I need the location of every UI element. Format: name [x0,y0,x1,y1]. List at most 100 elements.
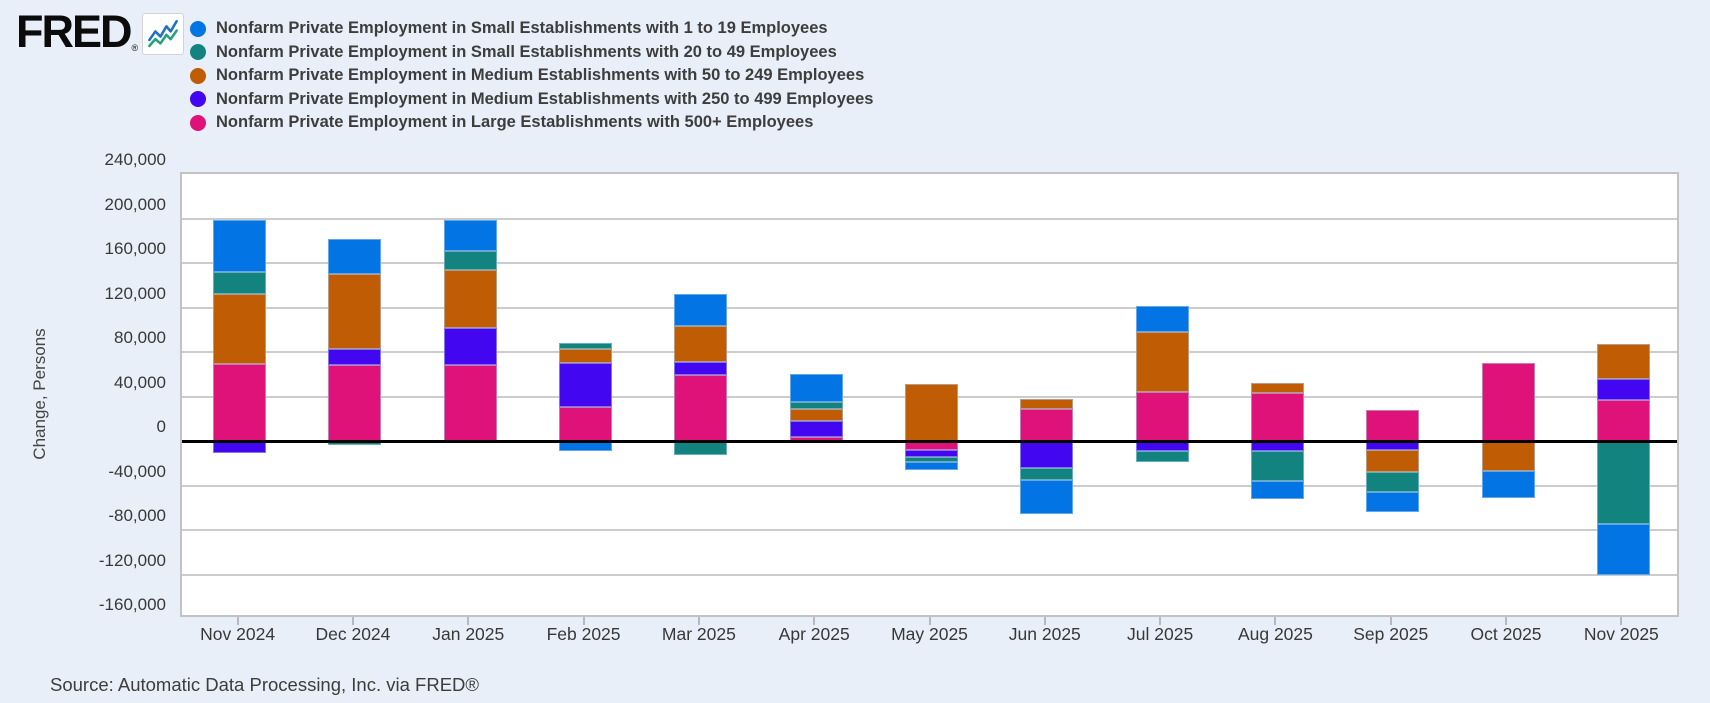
x-tick-mark [236,617,239,625]
bar-segment[interactable] [443,365,497,441]
x-tick-mark [351,617,354,625]
gridline [182,306,1677,309]
bar-segment[interactable] [1366,449,1420,473]
gridline [182,529,1677,531]
legend: Nonfarm Private Employment in Small Esta… [190,17,873,135]
bar-segment[interactable] [1250,393,1304,441]
y-tick-label: -120,000 [98,550,166,570]
legend-item[interactable]: Nonfarm Private Employment in Medium Est… [190,64,873,88]
bar-segment[interactable] [559,343,613,349]
bar-segment[interactable] [559,363,613,407]
bar-segment[interactable] [905,456,958,463]
gridline [182,484,1677,487]
x-tick-label: Mar 2025 [661,624,736,644]
y-tick-label: 0 [156,417,166,436]
x-tick-mark [697,617,700,625]
bar-segment[interactable] [328,274,382,349]
legend-item[interactable]: Nonfarm Private Employment in Large Esta… [190,111,873,135]
bar-segment[interactable] [1020,479,1074,515]
bar-segment[interactable] [213,294,267,365]
bar-segment[interactable] [1135,331,1189,393]
bar-segment[interactable] [674,326,728,362]
x-tick-label: Jan 2025 [432,624,505,644]
bar-segment[interactable] [674,294,728,327]
bar-segment[interactable] [789,374,843,403]
bar-segment[interactable] [674,362,728,376]
x-tick-mark [1043,617,1046,625]
bar-segment[interactable] [328,365,382,441]
legend-dot-icon [190,67,206,84]
y-tick-label: 160,000 [104,239,166,258]
bar-segment[interactable] [905,441,958,450]
bar-segment[interactable] [1366,492,1420,513]
legend-item-label: Nonfarm Private Employment in Small Esta… [216,19,828,38]
bar-segment[interactable] [905,449,958,457]
bar-segment[interactable] [674,441,728,456]
bar-segment[interactable] [559,348,613,364]
x-tick-label: Oct 2025 [1470,624,1542,644]
bar-segment[interactable] [1135,392,1189,441]
bar-segment[interactable] [328,348,382,366]
bar-segment[interactable] [1481,441,1535,472]
registered-mark: ® [131,43,139,53]
bar-segment[interactable] [905,384,958,441]
bar-segment[interactable] [1366,472,1420,493]
y-tick-label: 80,000 [114,328,166,347]
bar-segment[interactable] [559,406,613,441]
gridline [182,573,1677,576]
bar-segment[interactable] [1250,441,1304,451]
bar-segment[interactable] [1596,399,1650,441]
x-tick-label: Feb 2025 [546,624,621,644]
bar-segment[interactable] [213,271,267,295]
bar-segment[interactable] [1020,408,1074,441]
bar-segment[interactable] [674,375,728,441]
bar-segment[interactable] [1020,467,1074,480]
bar-segment[interactable] [905,462,958,470]
source-text: Source: Automatic Data Processing, Inc. … [50,674,480,695]
x-tick-mark [467,617,470,625]
legend-item-label: Nonfarm Private Employment in Small Esta… [216,42,837,61]
bar-segment[interactable] [1481,363,1535,441]
gridline [182,217,1677,220]
bar-segment[interactable] [1366,409,1420,441]
bar-segment[interactable] [559,441,613,451]
legend-item[interactable]: Nonfarm Private Employment in Small Esta… [190,17,873,41]
bar-segment[interactable] [789,408,843,421]
bar-segment[interactable] [789,420,843,437]
bar-segment[interactable] [1020,441,1074,468]
bar-segment[interactable] [1481,471,1535,498]
legend-dot-icon [190,20,206,37]
bar-segment[interactable] [213,364,267,441]
bar-segment[interactable] [1596,344,1650,379]
x-tick-mark [1505,617,1508,625]
bar-segment[interactable] [1250,383,1304,394]
legend-dot-icon [190,44,206,61]
y-tick-label: -40,000 [108,461,166,481]
plot-area [180,172,1679,617]
bar-segment[interactable] [443,250,497,270]
bar-segment[interactable] [1250,481,1304,499]
bar-segment[interactable] [789,402,843,409]
legend-item[interactable]: Nonfarm Private Employment in Medium Est… [190,88,873,112]
bar-segment[interactable] [328,238,382,275]
fred-logo: FRED ® [16,9,185,55]
x-tick-mark [928,617,931,625]
bar-segment[interactable] [443,219,497,251]
bar-segment[interactable] [443,269,497,328]
bar-segment[interactable] [213,219,267,272]
bar-segment[interactable] [789,436,843,441]
bar-segment[interactable] [1366,441,1420,450]
bar-segment[interactable] [1250,451,1304,482]
bar-segment[interactable] [213,441,267,454]
bar-segment[interactable] [1596,524,1650,575]
bar-segment[interactable] [1135,451,1189,463]
bar-segment[interactable] [328,441,382,446]
bar-segment[interactable] [1135,306,1189,332]
bar-segment[interactable] [1596,378,1650,400]
bar-segment[interactable] [1596,441,1650,525]
legend-item[interactable]: Nonfarm Private Employment in Small Esta… [190,41,873,65]
x-tick-label: Nov 2024 [200,624,276,644]
bar-segment[interactable] [1020,398,1074,409]
bar-segment[interactable] [1135,441,1189,451]
bar-segment[interactable] [443,327,497,366]
